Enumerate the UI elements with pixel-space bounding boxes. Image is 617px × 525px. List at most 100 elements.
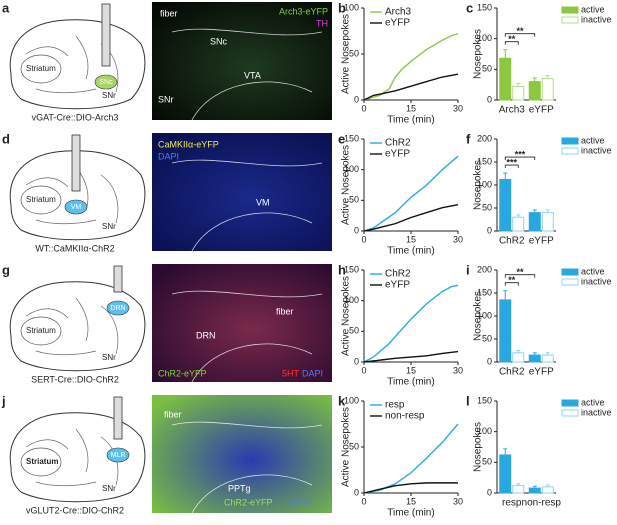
legend-swatch: [561, 6, 579, 14]
legend-label: eYFP: [385, 18, 410, 29]
y-tick-label: 100: [477, 33, 492, 43]
bar: [512, 485, 525, 494]
region-outline: [171, 421, 323, 514]
image-label: fiber: [276, 306, 294, 316]
y-axis-label: Active Nosepokes: [341, 407, 352, 487]
bar: [512, 352, 525, 363]
snr-label: SNr: [102, 353, 116, 362]
image-label: TH: [316, 18, 328, 28]
legend-label: active: [581, 4, 605, 14]
legend-label: resp: [385, 400, 405, 411]
target-label: DRN: [110, 305, 125, 312]
x-tick-label: 15: [406, 496, 416, 506]
x-tick-label: 15: [406, 234, 416, 244]
series-line: [363, 350, 459, 363]
panel-letter: h: [338, 262, 346, 277]
series-line: [363, 423, 459, 494]
y-tick-label: 100: [344, 164, 359, 174]
y-tick-label: 0: [487, 487, 492, 497]
brain-outline: [9, 412, 146, 503]
bar: [528, 212, 541, 232]
legend-label: non-resp: [385, 411, 425, 422]
bar: [499, 57, 512, 101]
series-line: [363, 33, 459, 101]
image-label: ChR2-eYFP: [224, 497, 273, 507]
x-tick-label: Arch3: [499, 105, 526, 116]
significance-bracket: [504, 156, 536, 161]
y-axis-label: Nosepokes: [473, 160, 484, 210]
schematic-caption: vGLUT2-Cre::DIO-ChR2: [26, 505, 124, 515]
y-tick-label: 0: [354, 225, 359, 235]
optic-fiber: [71, 134, 81, 192]
y-tick-label: 0: [487, 94, 492, 104]
y-axis-label: Active Nosepokes: [341, 14, 352, 94]
bar: [499, 178, 512, 232]
image-label: DAPI: [302, 368, 323, 378]
striatum: [20, 447, 62, 477]
x-tick-label: resp: [502, 498, 522, 509]
bar: [541, 486, 554, 494]
image-label: DAPI: [158, 151, 179, 161]
x-tick-label: eYFP: [529, 367, 554, 378]
image-label: SNr: [158, 94, 174, 104]
legend-label: ChR2: [385, 269, 411, 280]
striatum: [20, 316, 62, 346]
x-tick-label: 0: [361, 365, 366, 375]
significance-bracket: [504, 164, 519, 169]
brain-schematic: Striatum SNr SNc: [9, 3, 146, 110]
legend-swatch: [561, 399, 579, 407]
target-label: MLR: [111, 452, 126, 459]
striatum: [20, 185, 62, 215]
panel-letter: j: [1, 393, 6, 408]
x-axis-label: Time (min): [387, 377, 434, 388]
x-tick-label: 0: [361, 103, 366, 113]
significance-label: **: [508, 275, 516, 285]
legend-label: Arch3: [385, 7, 412, 18]
significance-label: **: [516, 26, 524, 36]
image-label: DAPI: [290, 497, 311, 507]
panel-letter: f: [466, 131, 471, 146]
legend-label: eYFP: [385, 280, 410, 291]
series-line: [363, 155, 459, 232]
brain-fold: [25, 297, 119, 356]
image-label: 5HT: [282, 368, 300, 378]
y-tick-label: 50: [349, 195, 359, 205]
image-label: PPTg: [228, 483, 251, 493]
snr-label: SNr: [102, 91, 116, 100]
y-tick-label: 0: [354, 487, 359, 497]
y-tick-label: 150: [477, 287, 492, 297]
region-outline: [171, 290, 323, 383]
significance-label: **: [516, 267, 524, 277]
panel-letter: k: [338, 393, 346, 408]
legend-label: inactive: [581, 145, 612, 155]
panel-letter: e: [338, 131, 345, 146]
y-tick-label: 50: [482, 64, 492, 74]
y-tick-label: 200: [477, 133, 492, 143]
micrograph: [152, 264, 332, 382]
image-label: VM: [256, 197, 270, 207]
schematic-caption: SERT-Cre::DIO-ChR2: [31, 374, 119, 384]
region-outline: [171, 159, 323, 252]
brain-fold: [25, 428, 119, 487]
y-tick-label: 50: [349, 441, 359, 451]
bar: [541, 212, 554, 232]
brain-schematic: Striatum SNr DRN: [9, 265, 146, 372]
bar: [499, 454, 512, 494]
legend-label: active: [581, 135, 605, 145]
y-axis-label: Nosepokes: [473, 29, 484, 79]
optic-fiber: [113, 396, 123, 440]
significance-label: **: [508, 34, 516, 44]
y-tick-label: 50: [349, 48, 359, 58]
target-region: [64, 199, 88, 215]
y-tick-label: 0: [354, 356, 359, 366]
schematic-caption: WT::CaMKIIα-ChR2: [35, 243, 114, 253]
y-tick-label: 100: [477, 179, 492, 189]
brain-fold: [25, 166, 119, 225]
region-outline: [171, 28, 323, 121]
optic-fiber: [101, 3, 111, 67]
striatum-label: Striatum: [26, 195, 56, 204]
panel-letter: b: [338, 0, 346, 15]
bar: [528, 487, 541, 494]
image-label: fiber: [160, 8, 178, 18]
